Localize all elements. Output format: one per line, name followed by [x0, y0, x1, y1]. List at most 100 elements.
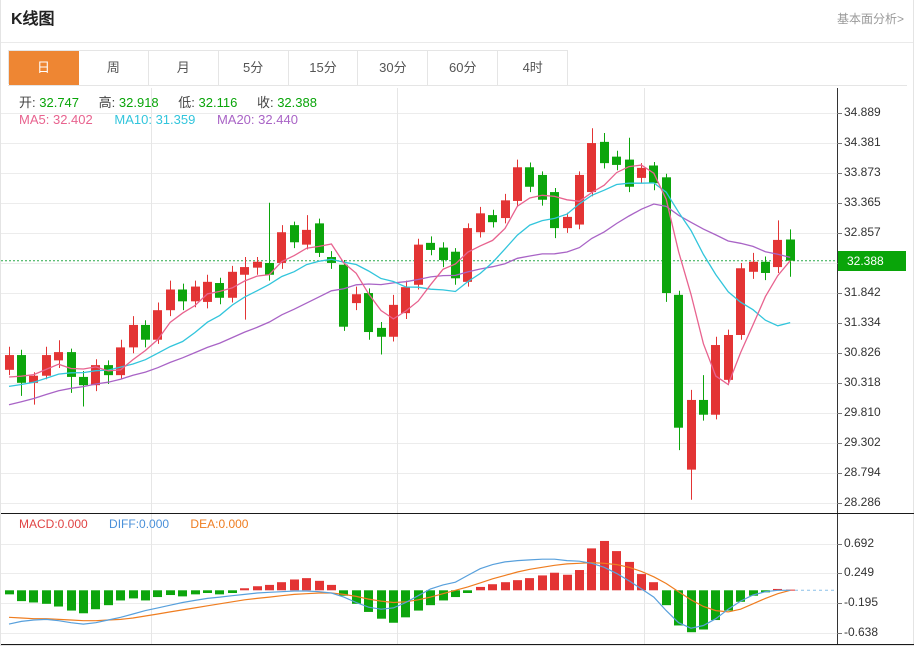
macd-axis-label: 0.249 — [844, 565, 875, 579]
price-axis-label: 34.889 — [844, 105, 881, 119]
macd-bar — [265, 584, 274, 591]
interval-tabs-bar: 日周月 5分 15分 30分 60分 4时 — [8, 50, 907, 86]
price-axis-label: 28.794 — [844, 465, 881, 479]
macd-bar — [5, 590, 14, 595]
macd-bar — [215, 590, 224, 595]
tab-4时[interactable]: 4时 — [498, 51, 569, 85]
macd-histogram — [5, 540, 795, 633]
macd-bar — [575, 570, 584, 591]
candle-body — [240, 267, 249, 275]
macd-bar — [600, 540, 609, 591]
candle-body — [42, 355, 51, 376]
macd-bar — [649, 582, 658, 591]
macd-bar — [736, 590, 745, 602]
price-axis-label: 33.873 — [844, 165, 881, 179]
macd-bar — [525, 578, 534, 591]
ma5-readout: MA5: 32.402 — [19, 112, 93, 127]
macd-bar — [711, 590, 720, 621]
candle-body — [203, 281, 212, 302]
tab-月[interactable]: 月 — [148, 51, 219, 85]
tab-周[interactable]: 周 — [78, 51, 149, 85]
macd-bar — [637, 574, 646, 591]
candle-body — [463, 228, 472, 282]
price-axis-label: 31.842 — [844, 285, 881, 299]
macd-bar — [563, 574, 572, 591]
macd-bar — [67, 590, 76, 611]
macd-bar — [773, 588, 782, 591]
candle-body — [649, 165, 658, 184]
tab-15分[interactable]: 15分 — [288, 51, 359, 85]
ma20-line — [8, 203, 791, 406]
macd-bar — [253, 586, 262, 591]
macd-bar — [315, 580, 324, 591]
candle-body — [315, 223, 324, 253]
close-value: 32.388 — [277, 95, 317, 110]
candle-body — [191, 286, 200, 302]
tab-60分[interactable]: 60分 — [428, 51, 499, 85]
macd-axis-label: 0.692 — [844, 536, 875, 550]
tab-5分[interactable]: 5分 — [218, 51, 289, 85]
candle-body — [17, 355, 26, 383]
price-axis-label: 33.365 — [844, 195, 881, 209]
macd-bar — [166, 590, 175, 596]
macd-bar — [17, 590, 26, 602]
low-value: 32.116 — [198, 95, 238, 110]
current-price-badge: 32.388 — [838, 251, 906, 271]
candle-body — [674, 294, 683, 428]
macd-readout: MACD:0.000 — [19, 517, 88, 531]
candle-body — [166, 289, 175, 311]
candle-body — [600, 141, 609, 164]
macd-bar — [687, 590, 696, 633]
candle-body — [575, 174, 584, 225]
candle-body — [538, 174, 547, 200]
low-label: 低: — [178, 95, 195, 110]
candle-body — [339, 264, 348, 327]
candle-body — [426, 242, 435, 250]
macd-bar — [451, 590, 460, 598]
fundamental-analysis-link[interactable]: 基本面分析> — [836, 12, 904, 26]
candle-body — [67, 352, 76, 377]
price-axis-label: 30.318 — [844, 375, 881, 389]
macd-bar — [79, 590, 88, 614]
macd-bar — [587, 548, 596, 591]
candle-body — [513, 167, 522, 201]
macd-bar — [290, 579, 299, 591]
macd-axis-label: -0.638 — [844, 625, 879, 639]
macd-bar — [625, 561, 634, 591]
macd-bar — [129, 590, 138, 599]
macd-bar — [550, 572, 559, 591]
macd-bar — [302, 578, 311, 591]
tab-30分[interactable]: 30分 — [358, 51, 429, 85]
candle-body — [451, 251, 460, 279]
ma5-line — [8, 164, 791, 386]
macd-bar — [724, 590, 733, 611]
candle-body — [178, 289, 187, 302]
macd-bar — [439, 590, 448, 601]
dea-line — [8, 561, 791, 622]
high-label: 高: — [98, 95, 116, 110]
macd-bar — [54, 590, 63, 607]
candle-body — [54, 352, 63, 361]
interval-tabs: 日周月 5分 15分 30分 60分 4时 — [8, 50, 569, 85]
macd-bar — [426, 590, 435, 606]
macd-bar — [327, 584, 336, 591]
macd-bar — [662, 590, 671, 606]
open-label: 开: — [19, 95, 36, 110]
ma20-readout: MA20: 32.440 — [216, 112, 298, 127]
candle-body — [302, 229, 311, 245]
macd-bar — [104, 590, 113, 606]
macd-bar — [674, 590, 683, 626]
macd-bar — [141, 590, 150, 601]
kline-chart-canvas[interactable] — [1, 88, 914, 646]
macd-bar — [401, 590, 410, 618]
candle-body — [141, 324, 150, 340]
tab-日[interactable]: 日 — [9, 51, 79, 85]
candle-body — [711, 345, 720, 415]
macd-bar — [488, 584, 497, 591]
candle-body — [637, 167, 646, 178]
candle-body — [488, 215, 497, 223]
macd-bar — [414, 590, 423, 611]
candle-body — [277, 232, 286, 263]
high-value: 32.918 — [118, 95, 159, 110]
